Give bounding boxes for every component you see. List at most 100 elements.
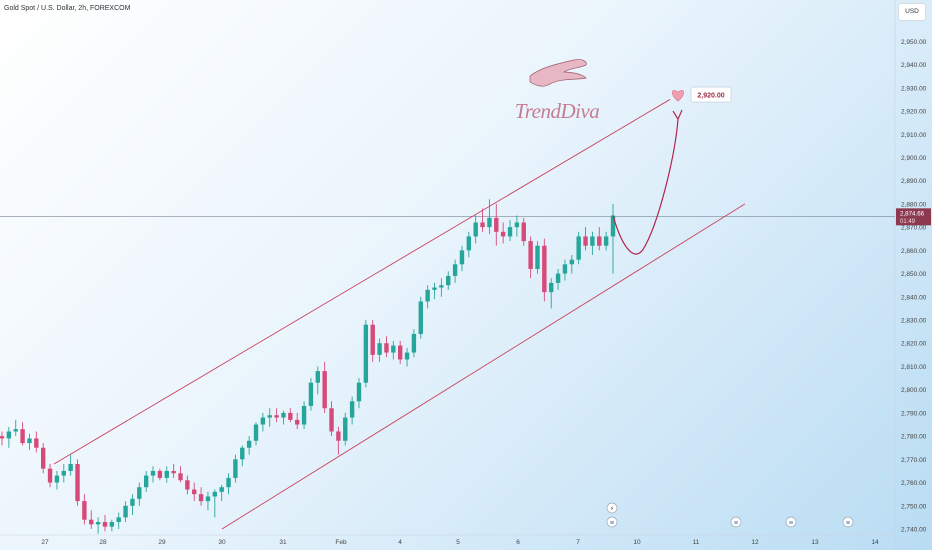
- projection-path: [612, 119, 679, 255]
- candle: [397, 345, 403, 360]
- candle: [528, 241, 533, 269]
- us-flag-event-icon: [730, 516, 742, 528]
- candle: [542, 245, 547, 293]
- candle: [61, 470, 66, 476]
- candle: [466, 236, 472, 251]
- x-tick-label: 27: [41, 539, 49, 546]
- current-price-value: 2,874.66: [900, 210, 925, 217]
- y-tick-label: 2,880.00: [901, 201, 927, 208]
- y-tick-label: 2,800.00: [901, 387, 927, 394]
- candle: [281, 412, 286, 418]
- candle: [507, 227, 513, 237]
- candle: [322, 371, 327, 409]
- x-tick-label: 4: [398, 539, 402, 546]
- candle: [20, 429, 25, 444]
- candle: [500, 231, 506, 237]
- candle: [336, 431, 341, 441]
- candle: [610, 215, 616, 237]
- y-tick-label: 2,810.00: [901, 364, 927, 371]
- candle: [603, 236, 609, 246]
- us-flag-event-icon: [785, 516, 797, 528]
- candle: [404, 352, 410, 360]
- candle: [391, 345, 396, 353]
- candle: [418, 301, 423, 334]
- candle: [75, 463, 80, 502]
- candle: [452, 264, 458, 276]
- candle: [349, 401, 355, 418]
- candle: [363, 324, 369, 383]
- upper-channel-line: [53, 99, 671, 465]
- candle: [178, 473, 183, 481]
- candle: [535, 245, 540, 269]
- candle: [47, 468, 53, 483]
- x-tick-label: 30: [218, 539, 226, 546]
- candle: [439, 285, 444, 288]
- candle: [555, 273, 561, 283]
- us-flag-event-icon: [842, 516, 854, 528]
- candle: [185, 480, 190, 490]
- candle: [267, 415, 272, 418]
- y-tick-label: 2,750.00: [901, 503, 927, 510]
- y-tick-label: 2,870.00: [901, 225, 927, 232]
- candle: [473, 222, 478, 237]
- candle: [411, 333, 417, 353]
- y-tick-label: 2,950.00: [901, 39, 927, 46]
- current-price-tag: [896, 208, 931, 226]
- y-tick-label: 2,890.00: [901, 178, 927, 185]
- candle: [343, 417, 348, 441]
- candle: [301, 405, 307, 425]
- y-tick-label: 2,820.00: [901, 341, 927, 348]
- candle: [164, 470, 169, 478]
- x-tick-label: 28: [99, 539, 107, 546]
- x-tick-label: 12: [751, 539, 759, 546]
- candle: [130, 498, 135, 506]
- x-tick-label: 14: [871, 539, 879, 546]
- candle: [219, 487, 224, 492]
- x-tick-label: 31: [279, 539, 287, 546]
- candle: [82, 501, 87, 520]
- brand-logo: TrendDiva: [515, 99, 600, 123]
- candle: [89, 519, 94, 525]
- candle: [123, 505, 128, 518]
- x-tick-label: 5: [456, 539, 460, 546]
- event-glyph: ⚡: [610, 505, 614, 512]
- x-tick-label: 7: [576, 539, 580, 546]
- hand-icon: [529, 59, 587, 87]
- chart-title[interactable]: Gold Spot / U.S. Dollar, 2h, FOREXCOM: [4, 5, 131, 12]
- target-callout: [690, 86, 732, 103]
- candle: [425, 289, 430, 302]
- candle: [68, 463, 73, 471]
- candle: [549, 282, 554, 293]
- x-tick-label: 13: [811, 539, 819, 546]
- currency-button[interactable]: USD: [898, 3, 926, 21]
- candle: [137, 487, 142, 499]
- y-tick-label: 2,780.00: [901, 434, 927, 441]
- y-tick-label: 2,760.00: [901, 480, 927, 487]
- candle: [446, 275, 451, 286]
- candle: [34, 438, 39, 448]
- candle: [212, 491, 218, 497]
- candle: [521, 222, 526, 242]
- candle: [192, 489, 197, 495]
- candle: [583, 236, 588, 246]
- candle: [562, 264, 568, 274]
- candle: [459, 250, 465, 265]
- projection-arrowhead: [672, 109, 683, 121]
- candle: [487, 217, 492, 228]
- candle: [576, 236, 581, 260]
- candle: [274, 415, 279, 418]
- candle: [315, 371, 320, 383]
- event-glyph: ≡: [609, 519, 614, 526]
- candle: [171, 470, 176, 474]
- candle: [356, 382, 362, 402]
- candle: [95, 522, 101, 525]
- candle: [54, 475, 60, 483]
- candle: [143, 475, 149, 488]
- candle: [13, 429, 18, 432]
- x-tick-label: Feb: [335, 539, 347, 546]
- y-tick-label: 2,770.00: [901, 457, 927, 464]
- candle: [226, 477, 231, 488]
- candle: [384, 343, 389, 353]
- x-tick-label: 10: [633, 539, 641, 546]
